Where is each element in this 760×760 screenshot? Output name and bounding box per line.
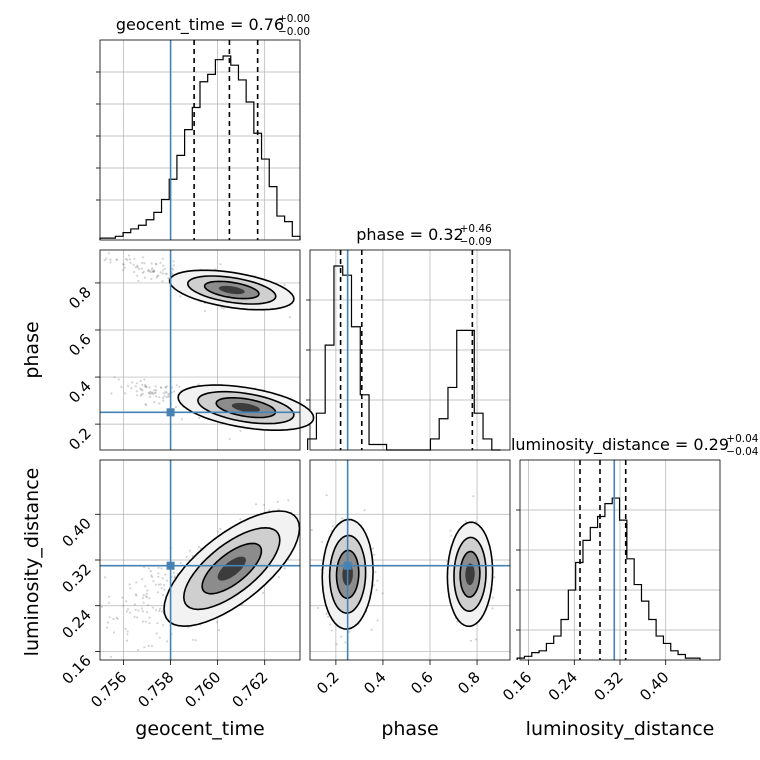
ytick-label-distance-3: 0.40 (58, 514, 94, 550)
xtick-label-phase-1: 0.4 (360, 668, 390, 698)
xtick-label-distance-0: 0.16 (499, 668, 535, 704)
xtick-label-phase-2: 0.6 (407, 668, 437, 698)
panel-geocent-time-histogram (99, 55, 301, 240)
xtick-label-geocent-1: 0.758 (134, 668, 177, 711)
panel-geocent-phase-frame (99, 249, 301, 451)
xtick-label-geocent-3: 0.762 (228, 668, 271, 711)
xtick-label-geocent-2: 0.760 (181, 668, 224, 711)
xtick-label-phase-0: 0.2 (313, 668, 343, 698)
panel-geocent-phase-contour-0-3 (218, 285, 245, 295)
xtick-label-distance-3: 0.40 (636, 668, 672, 704)
panel-geocent-time-title-text: geocent_time = 0.76 (116, 15, 284, 35)
xlabel-geocent-time: geocent_time (135, 718, 264, 740)
panel-geocent-distance-contour-0-3 (217, 556, 246, 581)
panel-phase-title-plus: +0.46 (460, 223, 492, 235)
panel-luminosity-distance-histogram (516, 497, 701, 660)
panel-geocent-phase-contour-1-3 (231, 402, 260, 413)
panel-geocent-time-title-minus: −0.00 (278, 26, 310, 38)
panel-phase-title: phase = 0.32+0.46−0.09 (356, 223, 492, 248)
xtick-label-distance-1: 0.24 (545, 668, 581, 704)
xtick-label-phase-3: 0.8 (454, 668, 484, 698)
ylabel-luminosity-distance: luminosity_distance (21, 468, 43, 657)
ytick-label-phase-3: 0.8 (65, 283, 95, 313)
ytick-label-phase-0: 0.2 (65, 424, 95, 454)
panel-geocent-distance-injection-marker (166, 561, 175, 570)
ytick-label-phase-2: 0.6 (65, 330, 95, 360)
panel-luminosity-distance-title-minus: −0.04 (726, 446, 758, 458)
ytick-label-distance-0: 0.16 (58, 652, 94, 688)
panel-luminosity-distance-title: luminosity_distance = 0.29+0.04−0.04 (511, 433, 759, 458)
xlabel-phase: phase (381, 718, 438, 740)
panel-geocent-time-title: geocent_time = 0.76+0.00−0.00 (116, 13, 310, 38)
xtick-label-distance-2: 0.32 (590, 668, 626, 704)
panel-luminosity-distance-title-text: luminosity_distance = 0.29 (511, 435, 729, 455)
panel-phase-distance-contour-1-3 (465, 563, 475, 586)
panel-geocent-time-frame (99, 39, 301, 241)
ytick-label-phase-1: 0.4 (65, 377, 95, 407)
panel-phase-distance-frame (309, 459, 511, 661)
ytick-label-distance-1: 0.24 (58, 606, 94, 642)
panel-phase-title-minus: −0.09 (460, 236, 492, 248)
panel-geocent-time-title-plus: +0.00 (278, 13, 310, 25)
ylabel-phase: phase (21, 321, 43, 378)
panel-phase-distance-injection-marker (343, 561, 352, 570)
xlabel-luminosity-distance: luminosity_distance (526, 718, 715, 740)
ytick-label-distance-2: 0.32 (58, 560, 94, 596)
panel-phase-title-text: phase = 0.32 (356, 225, 463, 244)
panel-geocent-phase-injection-marker (166, 408, 175, 417)
xtick-label-geocent-0: 0.756 (87, 668, 130, 711)
panel-luminosity-distance-title-plus: +0.04 (726, 433, 758, 445)
